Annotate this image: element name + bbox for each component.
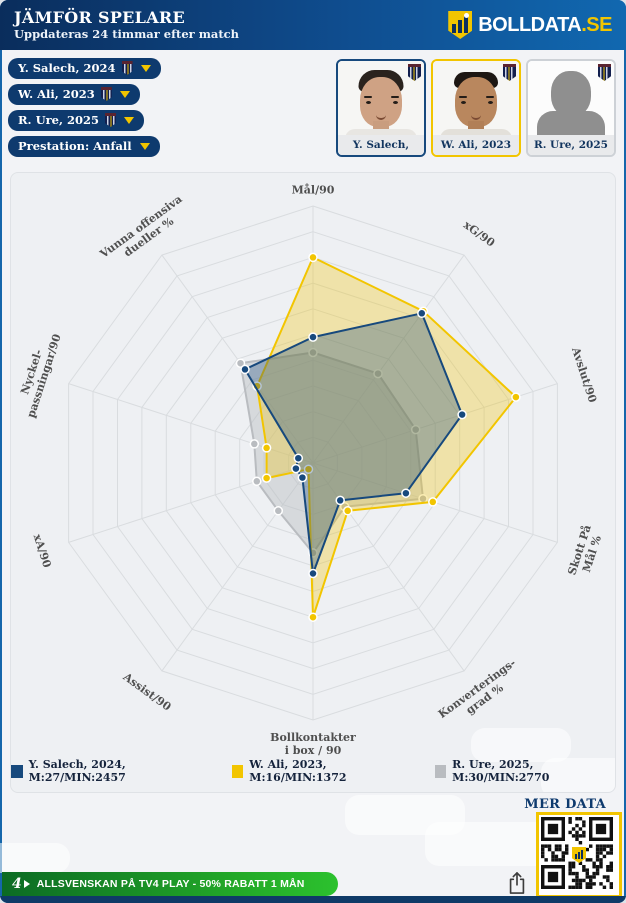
data-point[interactable] [249, 439, 260, 449]
player-cards: Y. Salech, 2024 W. Ali, 2023 R. Ure, 202… [336, 59, 616, 157]
play-icon [23, 880, 30, 888]
bolldata-shield-icon [448, 11, 473, 39]
data-point[interactable] [235, 358, 246, 368]
club-crest-icon [121, 61, 133, 75]
data-point[interactable] [335, 495, 345, 506]
axis-line [68, 383, 314, 464]
page-title: JÄMFÖR SPELARE [14, 7, 185, 27]
legend-label: W. Ali, 2023, M:16/MIN:1372 [249, 758, 347, 784]
legend-swatch-gray [434, 764, 447, 778]
data-point[interactable] [303, 464, 314, 474]
data-point[interactable] [273, 506, 284, 516]
data-point[interactable] [308, 332, 318, 342]
club-crest-icon [503, 64, 516, 81]
legend-label: Y. Salech, 2024, M:27/MIN:2457 [28, 758, 126, 784]
legend-swatch-blue [11, 764, 23, 778]
data-point[interactable] [308, 568, 318, 579]
player-card-salech[interactable]: Y. Salech, 2024 [336, 59, 426, 157]
data-point[interactable] [261, 473, 272, 483]
axis-line [161, 462, 314, 672]
player-card-name: R. Ure, 2025 [528, 135, 614, 155]
player1-select-label: Y. Salech, 2024 [18, 61, 116, 75]
chevron-down-icon [139, 142, 150, 150]
chevron-down-icon [140, 64, 151, 72]
data-point[interactable] [297, 472, 308, 483]
legend-item-ure[interactable]: R. Ure, 2025, M:30/MIN:2770 [434, 758, 615, 784]
qr-code [536, 812, 622, 898]
data-point[interactable] [308, 612, 318, 622]
qr-code-image [541, 817, 613, 889]
card-bottom-border [0, 896, 626, 903]
data-point[interactable] [252, 476, 262, 487]
legend-item-ali[interactable]: W. Ali, 2023, M:16/MIN:1372 [231, 758, 409, 784]
legend-label: R. Ure, 2025, M:30/MIN:2770 [452, 758, 550, 784]
data-point[interactable] [293, 453, 304, 463]
chevron-down-icon [123, 116, 134, 124]
player-silhouette [528, 61, 614, 137]
promo-banner-text: ALLSVENSKAN PÅ TV4 PLAY - 50% RABATT 1 M… [36, 878, 305, 890]
data-point[interactable] [373, 368, 383, 379]
club-crest-icon [104, 113, 116, 127]
qr-center-shield-icon [572, 847, 586, 863]
axis-line [312, 254, 465, 464]
chevron-down-icon [119, 90, 130, 98]
club-crest-icon [100, 87, 112, 101]
data-point[interactable] [417, 308, 427, 319]
filter-dropdowns: Y. Salech, 2024 W. Ali, 2023 R. Ure, 202… [8, 58, 161, 157]
performance-category-label: Prestation: Anfall [18, 139, 132, 153]
data-point[interactable] [261, 443, 272, 453]
player2-select-label: W. Ali, 2023 [18, 87, 95, 101]
decor-step [541, 758, 615, 792]
data-point[interactable] [457, 409, 467, 420]
share-icon[interactable] [506, 870, 528, 896]
data-point[interactable] [240, 364, 250, 375]
tv4-logo: 4 [12, 876, 30, 892]
legend-swatch-yellow [231, 764, 244, 778]
data-point[interactable] [410, 424, 421, 435]
axis-line [161, 254, 314, 464]
more-data-label: MER DATA [524, 797, 606, 812]
player-card-ali[interactable]: W. Ali, 2023 [431, 59, 521, 157]
page-subtitle: Uppdateras 24 timmar efter match [14, 27, 240, 42]
club-crest-icon [598, 64, 611, 81]
data-point[interactable] [342, 506, 353, 516]
data-point[interactable] [308, 347, 318, 358]
data-point[interactable] [401, 488, 411, 498]
tv4-promo-banner[interactable]: 4 ALLSVENSKAN PÅ TV4 PLAY - 50% RABATT 1… [2, 872, 338, 896]
player3-select-label: R. Ure, 2025 [18, 113, 99, 127]
player2-select[interactable]: W. Ali, 2023 [8, 84, 140, 105]
data-point[interactable] [511, 392, 521, 402]
decor-step [471, 728, 571, 762]
decor-step [425, 822, 555, 866]
player-card-ure[interactable]: R. Ure, 2025 [526, 59, 616, 157]
decor-step [0, 843, 70, 873]
club-crest-icon [408, 64, 421, 81]
player-card-name: Y. Salech, 2024 [338, 135, 424, 155]
data-point[interactable] [308, 252, 318, 263]
player-photo [433, 61, 519, 137]
bolldata-logo: BOLLDATA.SE [448, 11, 612, 39]
performance-category-select[interactable]: Prestation: Anfall [8, 136, 160, 157]
data-point[interactable] [291, 463, 301, 474]
header-titles: JÄMFÖR SPELARE Uppdateras 24 timmar efte… [14, 7, 240, 42]
header: JÄMFÖR SPELARE Uppdateras 24 timmar efte… [0, 0, 626, 50]
legend-item-salech[interactable]: Y. Salech, 2024, M:27/MIN:2457 [11, 758, 206, 784]
radar-chart-panel: Y. Salech, 2024, M:27/MIN:2457 W. Ali, 2… [10, 172, 616, 793]
chart-legend: Y. Salech, 2024, M:27/MIN:2457 W. Ali, 2… [11, 758, 615, 784]
player1-select[interactable]: Y. Salech, 2024 [8, 58, 161, 79]
bolldata-logo-text: BOLLDATA.SE [478, 13, 612, 36]
player3-select[interactable]: R. Ure, 2025 [8, 110, 144, 131]
data-point[interactable] [428, 497, 438, 507]
player-card-name: W. Ali, 2023 [433, 135, 519, 155]
radar-chart [68, 205, 558, 721]
